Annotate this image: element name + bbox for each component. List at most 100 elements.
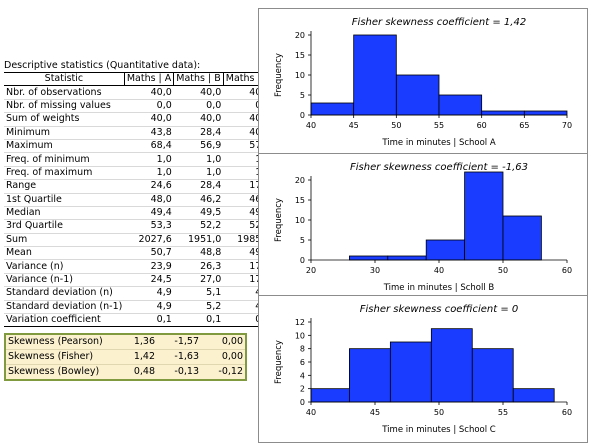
cell-value: 1,0: [124, 166, 174, 181]
skewness-row: Skewness (Fisher) 1,42 -1,63 0,00: [5, 349, 246, 366]
row-label: Freq. of minimum: [4, 152, 125, 167]
x-tick-label: 50: [391, 121, 401, 130]
row-label: Minimum: [4, 126, 125, 140]
histogram-school-a: Fisher skewness coefficient = 1,42 0 5 10 15…: [258, 8, 588, 156]
histogram-bar: [395, 74, 440, 116]
cell-value: 0,1: [173, 313, 224, 328]
x-tick-label: 65: [519, 121, 529, 130]
histogram-svg: Fisher skewness coefficient = 1,42 0 5 10 15…: [274, 17, 572, 148]
histogram-bar: [310, 388, 350, 403]
histogram-bar: [425, 239, 465, 261]
table-row: Variance (n-1)24,527,017,9: [4, 273, 273, 288]
y-tick-label: 12: [295, 318, 305, 327]
header-statistic: Statistic: [4, 71, 125, 87]
histogram-bar: [430, 328, 473, 403]
cell-value: 0,1: [124, 313, 174, 328]
y-tick-label: 10: [295, 331, 305, 340]
row-label: Nbr. of missing values: [4, 99, 125, 114]
histogram-bar: [353, 34, 397, 116]
stats-table: Statistic Maths | A Maths | B Maths | C Nbr.…: [4, 71, 273, 328]
stats-header-row: Statistic Maths | A Maths | B Maths | C: [4, 71, 273, 87]
cell-value: 40,0: [173, 112, 224, 127]
histogram-svg: Fisher skewness coefficient = -1,63 0 5 10 1…: [274, 162, 572, 293]
skewness-row: Skewness (Bowley) 0,48 -0,13 -0,12: [5, 364, 246, 381]
y-tick-label: 6: [300, 358, 305, 367]
y-tick-label: 20: [295, 176, 305, 185]
y-tick-label: 8: [300, 345, 305, 354]
histogram-bar: [389, 341, 432, 403]
histogram-bar: [481, 110, 525, 116]
cell-value: 46,2: [173, 193, 224, 207]
cell-value: 40,0: [173, 85, 224, 100]
x-tick-label: 40: [306, 121, 316, 130]
cell-value: 1,0: [173, 152, 224, 167]
cell-value: 23,9: [124, 259, 174, 274]
y-axis-label: Frequency: [274, 340, 284, 384]
histogram-bar: [512, 388, 555, 403]
row-label: Variance (n-1): [4, 273, 125, 288]
skewness-table: Skewness (Pearson) 1,36 -1,57 0,00 Skewness …: [4, 333, 247, 382]
x-tick-label: 60: [477, 121, 487, 130]
cell-value: 0,0: [173, 99, 224, 114]
histogram-bar: [464, 171, 504, 261]
cell-value: 52,2: [173, 219, 224, 234]
header-variable: Maths | B: [173, 71, 224, 87]
x-tick-label: 70: [562, 121, 572, 130]
x-tick-label: 55: [498, 408, 508, 417]
row-label: Range: [4, 179, 125, 194]
histogram-bar: [349, 255, 389, 261]
cell-value: 48,8: [173, 246, 224, 261]
cell-value: 24,5: [124, 273, 174, 288]
histogram-bar: [502, 215, 542, 261]
header-variable: Maths | A: [123, 71, 174, 87]
histogram-school-c: Fisher skewness coefficient = 0 0 2 4 6 8 10 12…: [258, 295, 588, 443]
cell-value: 40,0: [124, 112, 174, 127]
cell-value: 40,0: [124, 85, 174, 100]
x-axis-label: Time in minutes | School A: [381, 138, 496, 148]
cell-value: 0,0: [124, 99, 174, 114]
row-label: Nbr. of observations: [4, 85, 125, 100]
y-tick-label: 0: [300, 111, 305, 120]
y-tick-label: 2: [300, 385, 305, 394]
y-tick-label: 0: [300, 256, 305, 265]
row-label: Skewness (Fisher): [5, 349, 113, 366]
cell-value: 1951,0: [173, 233, 224, 248]
x-tick-label: 50: [434, 408, 444, 417]
cell-value: 49,4: [124, 206, 174, 221]
row-label: Freq. of maximum: [4, 166, 125, 181]
histogram-school-b: Fisher skewness coefficient = -1,63 0 5 10 1…: [258, 153, 588, 301]
row-label: Maximum: [4, 139, 125, 154]
cell-value: -1,63: [157, 349, 201, 366]
x-axis-label: Time in minutes | Scholl B: [383, 283, 495, 293]
row-label: Skewness (Pearson): [5, 334, 113, 351]
row-label: Sum: [4, 233, 125, 248]
row-label: Standard deviation (n): [4, 286, 125, 301]
cell-value: 56,9: [173, 139, 224, 154]
cell-value: 0,00: [201, 334, 246, 351]
cell-value: -0,12: [201, 364, 246, 381]
cell-value: 1,0: [173, 166, 224, 181]
table-row: Standard deviation (n-1)4,95,24,2: [4, 300, 273, 315]
histogram-svg: Fisher skewness coefficient = 0 0 2 4 6 8 10 12…: [274, 304, 572, 435]
chart-title: Fisher skewness coefficient = 1,42: [352, 17, 526, 28]
y-tick-label: 0: [300, 398, 305, 407]
x-tick-label: 30: [370, 266, 380, 275]
cell-value: 2027,6: [124, 233, 174, 248]
x-tick-label: 60: [562, 408, 572, 417]
cell-value: 28,4: [173, 179, 224, 194]
row-label: Variation coefficient: [4, 313, 125, 328]
cell-value: 68,4: [124, 139, 174, 154]
chart-title: Fisher skewness coefficient = 0: [360, 304, 519, 315]
row-label: Median: [4, 206, 125, 221]
row-label: Skewness (Bowley): [5, 364, 113, 381]
y-tick-label: 10: [295, 71, 305, 80]
y-tick-label: 15: [295, 51, 305, 60]
x-tick-label: 20: [306, 266, 316, 275]
table-row: Standard deviation (n)4,95,14,2: [4, 286, 273, 301]
row-label: Standard deviation (n-1): [4, 300, 125, 315]
